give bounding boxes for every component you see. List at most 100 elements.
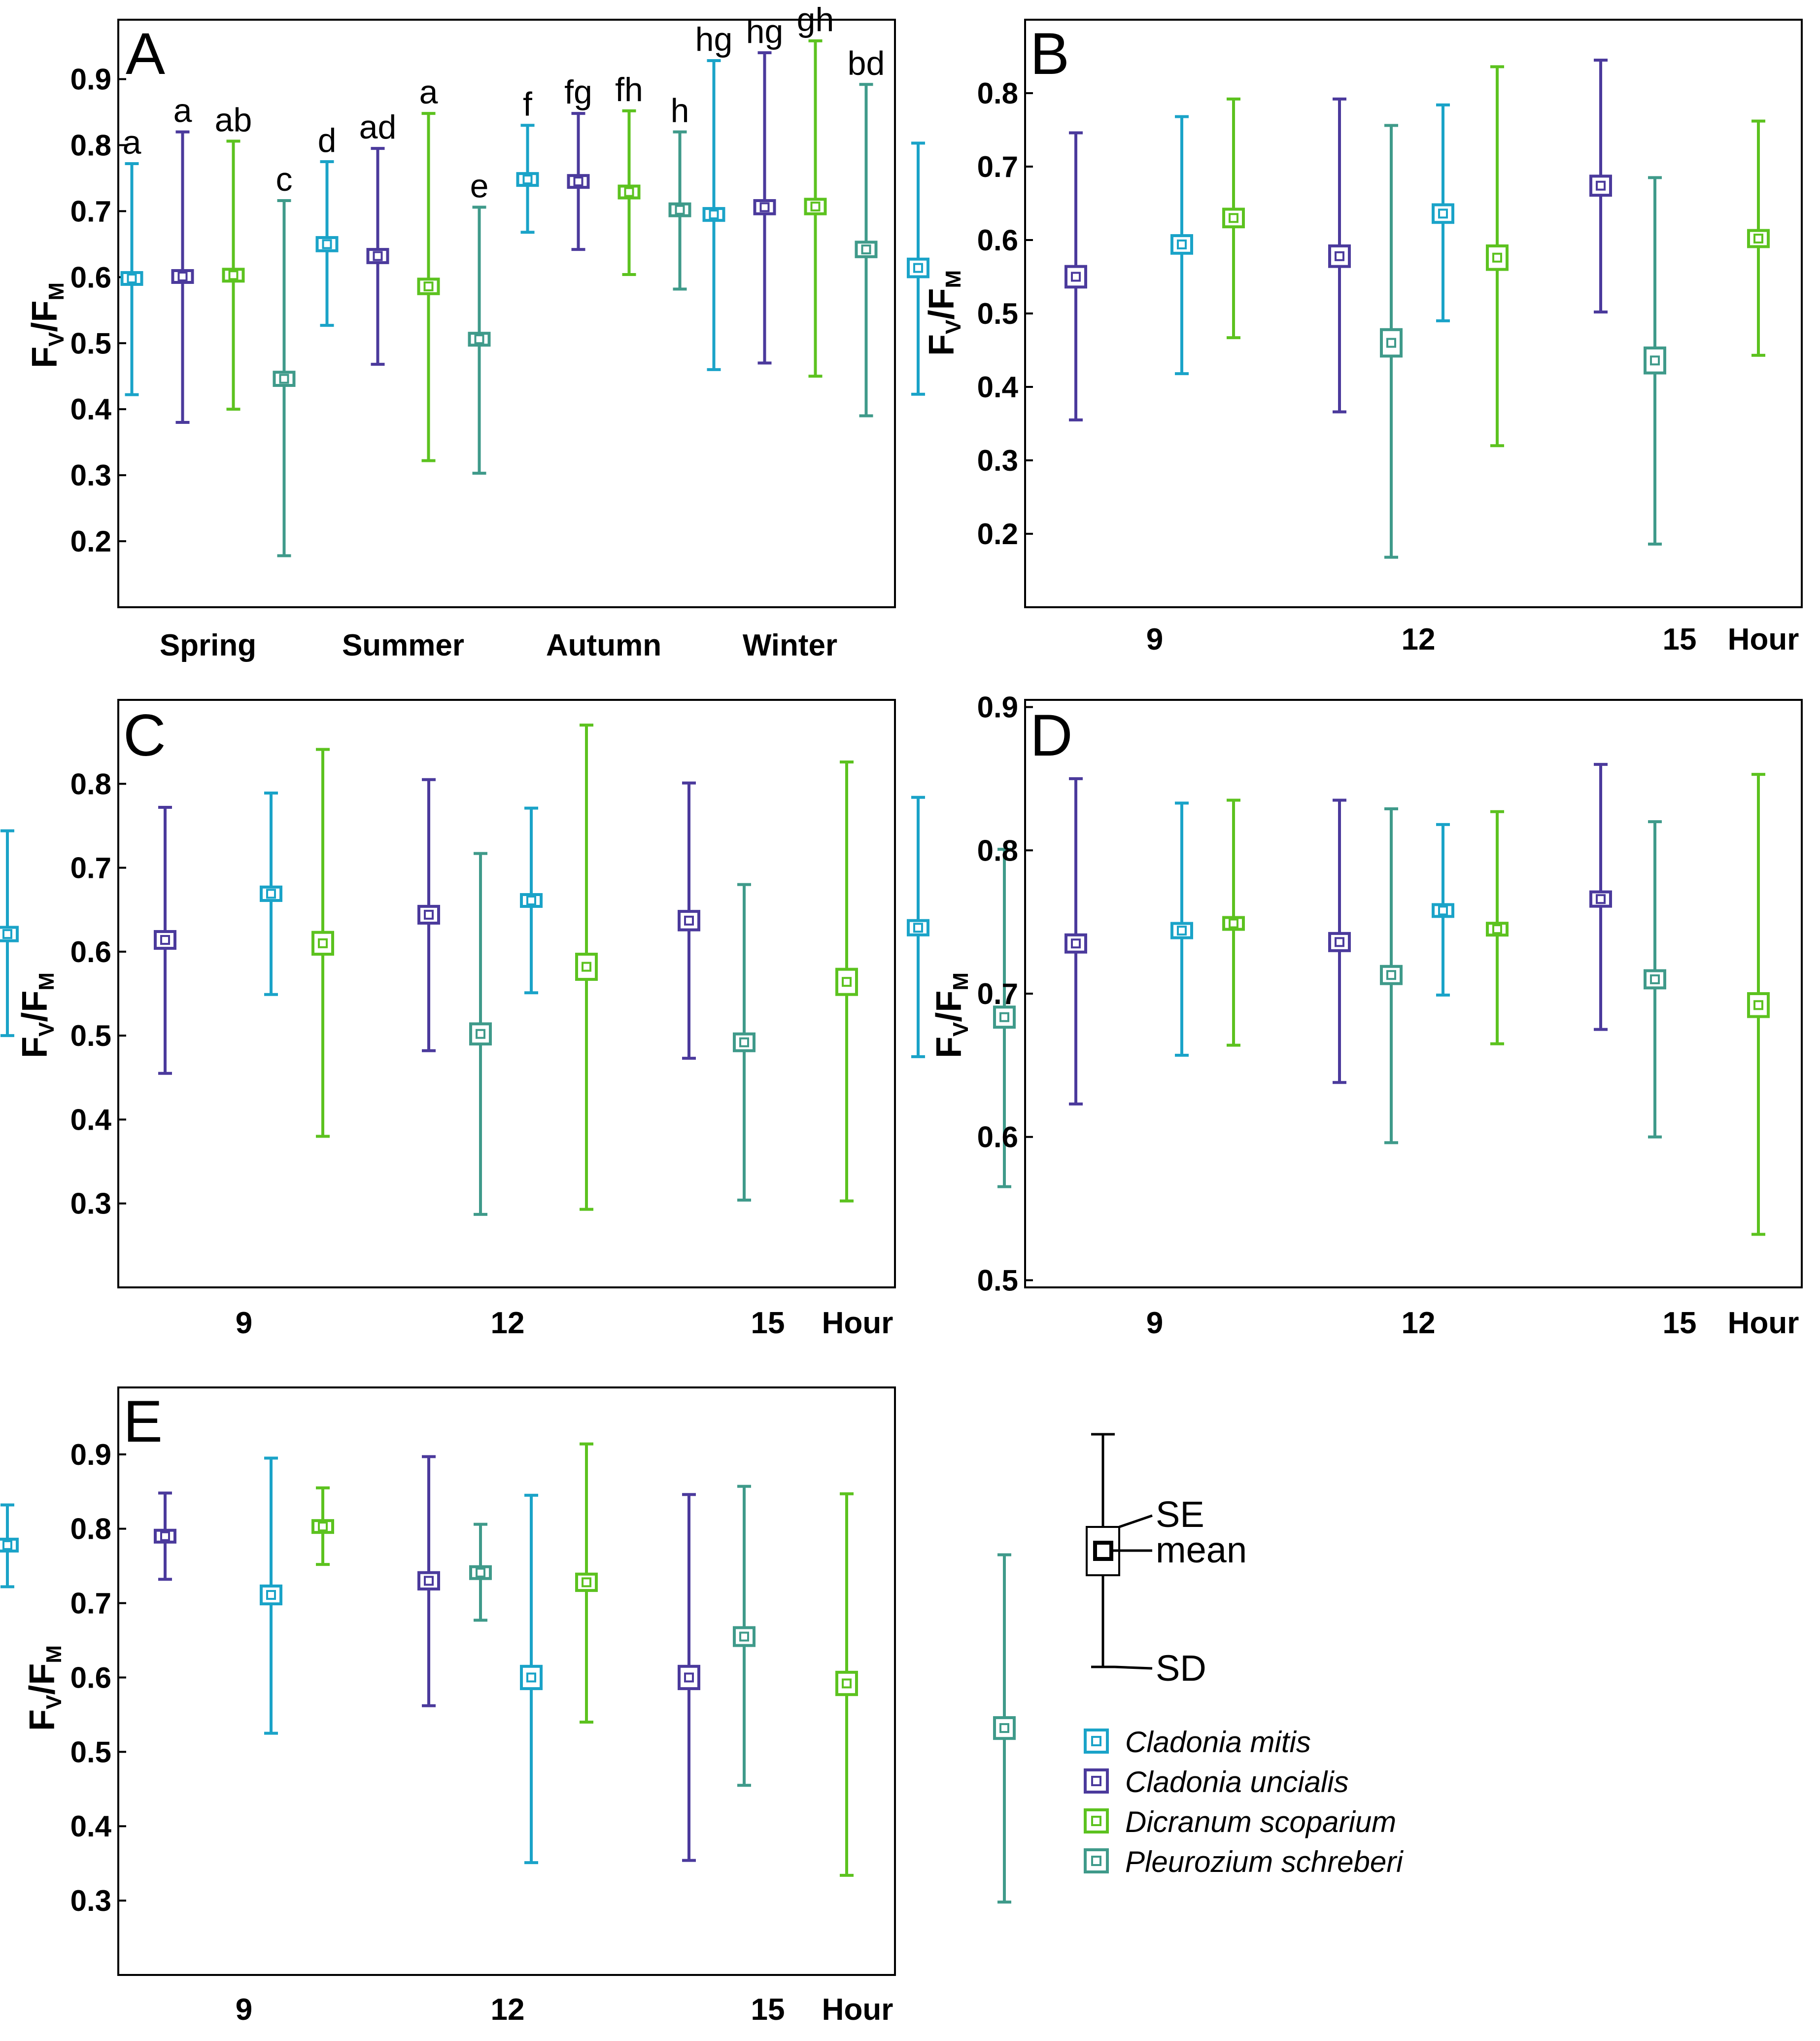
- x-category-label: Winter: [743, 628, 837, 662]
- se-box: [417, 1571, 440, 1591]
- x-axis-label: Hour: [1728, 1306, 1799, 1340]
- se-box: [1432, 203, 1454, 224]
- key-mean-label: mean: [1156, 1529, 1247, 1570]
- y-tick-label: 0.2: [977, 518, 1018, 551]
- x-category-label: 12: [491, 1993, 525, 2027]
- mean-marker: [1386, 970, 1396, 980]
- mean-marker: [1335, 251, 1344, 261]
- species-legend: Cladonia mitis Cladonia uncialis Dicranu…: [1084, 1726, 1404, 1878]
- x-category-label: Spring: [160, 628, 256, 662]
- plot-frame: [117, 699, 896, 1288]
- mean-marker: [1753, 1000, 1763, 1010]
- mean-marker: [739, 1631, 749, 1642]
- mean-marker: [842, 1678, 852, 1689]
- key-se-label: SE: [1156, 1494, 1204, 1535]
- mean-marker: [1229, 213, 1238, 223]
- se-box: [1644, 346, 1666, 375]
- mean-marker: [1071, 272, 1081, 282]
- legend-label-cladonia-uncialis: Cladonia uncialis: [1125, 1765, 1349, 1799]
- mean-marker: [582, 1577, 591, 1588]
- mean-marker: [318, 938, 328, 948]
- mean-marker: [476, 1029, 485, 1039]
- panel-letter: B: [1030, 21, 1069, 87]
- legend-swatch-cladonia-uncialis: [1084, 1768, 1109, 1794]
- mean-marker: [1229, 918, 1238, 929]
- mean-marker: [1650, 974, 1660, 984]
- y-axis-label: FV/FM: [15, 972, 59, 1058]
- y-tick-label: 0.2: [70, 525, 111, 558]
- mean-marker: [522, 174, 533, 185]
- y-tick-label: 0.8: [977, 834, 1018, 867]
- se-box: [1065, 265, 1087, 289]
- x-category-label: 9: [1146, 623, 1163, 657]
- y-tick-label: 0.6: [70, 935, 111, 969]
- mean-marker: [423, 281, 434, 292]
- panel-d: D 0.5 0.6 0.7 0.8 0.9 FV/FM 9 12 15 Hour: [907, 691, 1803, 1340]
- mean-marker: [1596, 180, 1606, 191]
- mean-marker: [999, 1012, 1009, 1022]
- mean-marker: [709, 209, 719, 220]
- se-box: [417, 904, 440, 925]
- y-axis-label: FV/FM: [929, 972, 973, 1058]
- y-tick-label: 0.4: [70, 1103, 112, 1136]
- panel-letter: D: [1030, 702, 1073, 768]
- x-axis-label: Hour: [1728, 623, 1799, 657]
- y-tick-label: 0.9: [70, 1438, 111, 1471]
- se-box: [835, 968, 858, 996]
- x-category-label: 9: [1146, 1306, 1163, 1340]
- x-axis-label: Hour: [822, 1993, 893, 2027]
- legend-swatch-inner-dicranum-scoparium: [1091, 1816, 1101, 1826]
- y-tick-label: 0.9: [977, 691, 1018, 724]
- x-category-label: 15: [751, 1993, 785, 2027]
- se-box: [1170, 234, 1193, 255]
- significance-label: d: [318, 122, 337, 159]
- x-axis-label: Hour: [822, 1306, 893, 1340]
- mean-marker: [127, 274, 137, 284]
- series-pleurozium-schreberi: [1380, 807, 1666, 1144]
- mean-marker: [1177, 926, 1187, 936]
- panel-letter: A: [126, 21, 165, 87]
- y-tick-label: 0.7: [977, 150, 1018, 183]
- mean-marker: [739, 1037, 749, 1047]
- series-pleurozium-schreberi: [1380, 124, 1666, 559]
- mean-marker: [474, 334, 484, 345]
- key-sd-label: SD: [1156, 1648, 1206, 1689]
- significance-label: hg: [746, 13, 784, 50]
- y-tick-label: 0.3: [70, 1884, 111, 1917]
- se-box: [1380, 328, 1403, 358]
- y-tick-label: 0.6: [977, 1121, 1018, 1154]
- series-cladonia-uncialis: [1065, 58, 1612, 422]
- significance-label: a: [419, 73, 438, 111]
- legend-swatch-inner-cladonia-uncialis: [1091, 1776, 1101, 1786]
- mean-marker: [759, 202, 770, 212]
- y-tick-label: 0.4: [70, 393, 112, 426]
- significance-label: a: [123, 124, 141, 161]
- y-tick-label: 0.8: [70, 1513, 111, 1546]
- panel-b: B 0.2 0.3 0.4 0.5 0.6 0.7 0.8 FV/FM 9 12 15 Hour: [907, 19, 1803, 657]
- legend-item-cladonia-uncialis: Cladonia uncialis: [1084, 1765, 1349, 1799]
- se-box: [855, 241, 878, 258]
- mean-marker: [177, 271, 188, 281]
- significance-label: h: [671, 92, 689, 130]
- mean-marker: [1386, 338, 1396, 348]
- y-tick-label: 0.4: [977, 371, 1019, 404]
- series-dicranum-scoparium: [311, 1442, 858, 1877]
- se-box: [1644, 969, 1666, 990]
- mean-marker: [526, 1672, 536, 1683]
- mean-marker: [842, 977, 852, 987]
- legend-swatch-pleurozium-schreberi: [1084, 1848, 1109, 1873]
- mean-marker: [1177, 239, 1187, 249]
- significance-label: e: [470, 167, 489, 205]
- series-pleurozium-schreberi: [469, 848, 1016, 1216]
- plot-frame: [117, 1386, 896, 1976]
- y-tick-label: 0.3: [977, 444, 1018, 477]
- series-pleurozium-schreberi: [469, 1485, 1016, 1904]
- mean-marker: [573, 176, 584, 187]
- legend-swatch-inner-cladonia-mitis: [1091, 1736, 1101, 1746]
- mean-marker: [322, 239, 332, 249]
- significance-label: a: [173, 92, 192, 130]
- series-dicranum-scoparium: [1222, 773, 1770, 1236]
- se-box: [1486, 244, 1509, 271]
- mean-marker: [675, 205, 685, 215]
